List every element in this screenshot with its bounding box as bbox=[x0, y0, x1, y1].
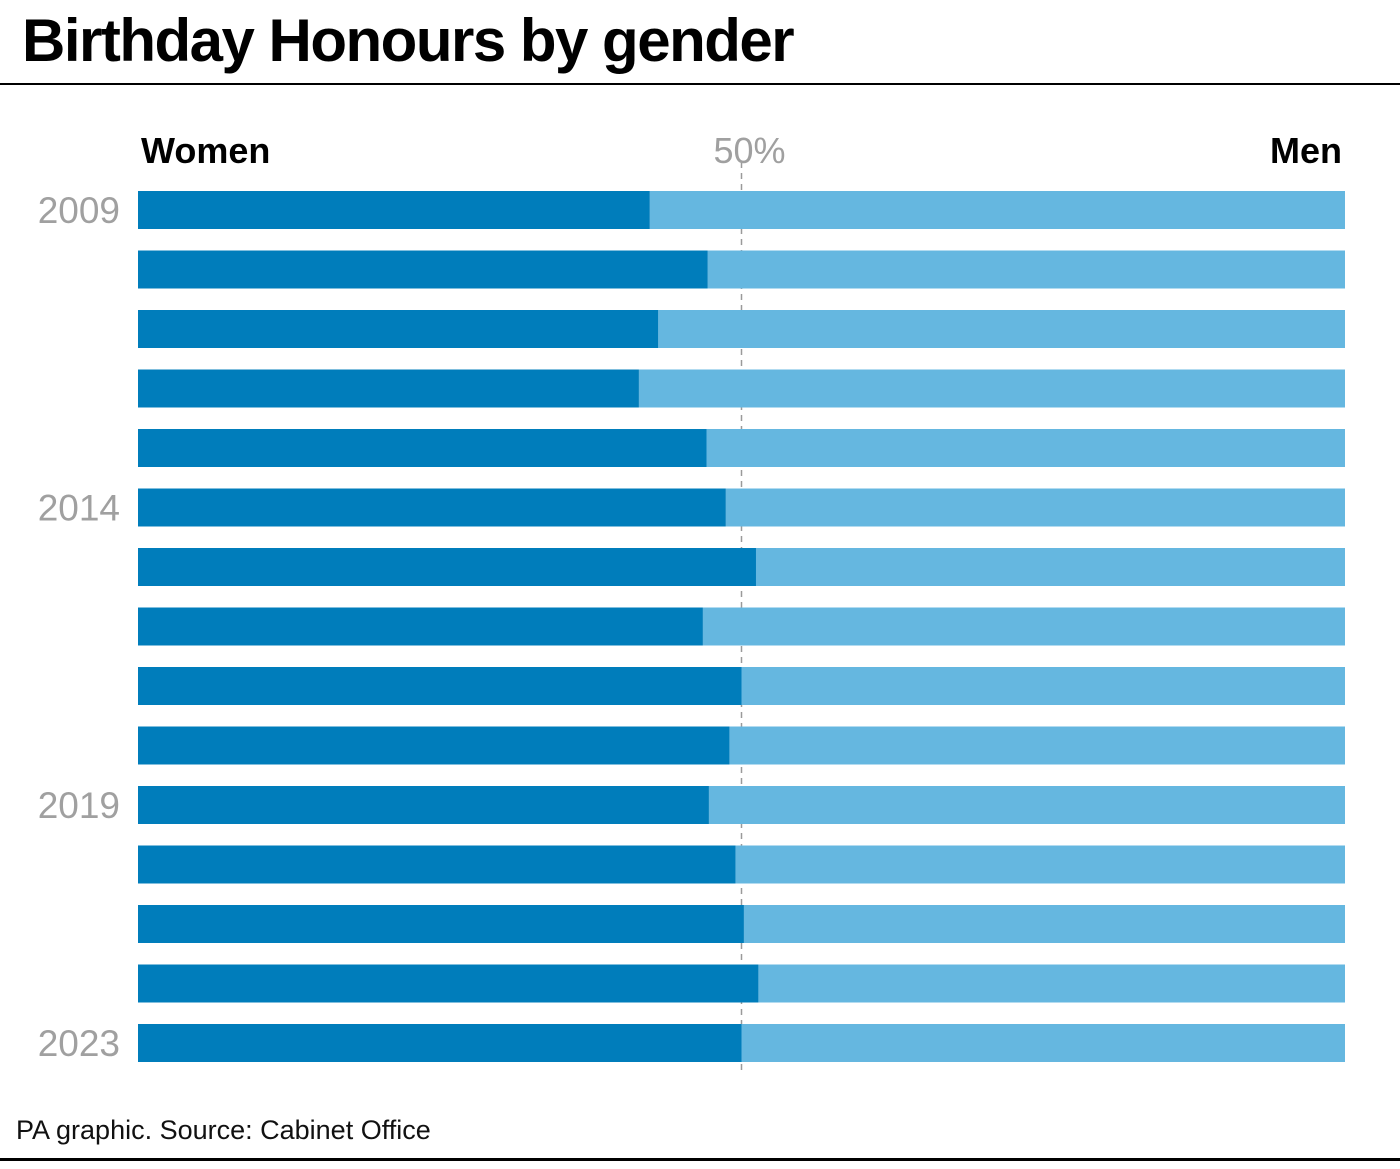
bar-men-2018 bbox=[729, 726, 1345, 765]
year-tick-2014: 2014 bbox=[38, 488, 120, 529]
chart-title: Birthday Honours by gender bbox=[22, 7, 795, 74]
bar-women-2020 bbox=[138, 845, 736, 884]
footer-rule bbox=[0, 1158, 1400, 1161]
year-tick-2019: 2019 bbox=[38, 785, 120, 826]
bar-women-2019 bbox=[138, 786, 709, 824]
bar-men-2019 bbox=[708, 786, 1345, 824]
fifty-percent-label: 50% bbox=[713, 130, 785, 171]
bar-women-2017 bbox=[138, 667, 742, 705]
men-label: Men bbox=[1270, 130, 1342, 171]
bar-men-2023 bbox=[741, 1024, 1345, 1062]
bar-women-2010 bbox=[138, 250, 708, 289]
bar-women-2022 bbox=[138, 964, 759, 1003]
bar-men-2012 bbox=[638, 369, 1345, 408]
bar-men-2010 bbox=[707, 250, 1345, 289]
bar-men-2014 bbox=[725, 488, 1345, 527]
bar-women-2014 bbox=[138, 488, 726, 527]
bar-men-2021 bbox=[743, 905, 1345, 943]
bar-men-2017 bbox=[741, 667, 1345, 705]
title-rule bbox=[0, 83, 1400, 85]
bar-men-2015 bbox=[755, 548, 1345, 586]
bar-women-2016 bbox=[138, 607, 703, 646]
bar-women-2013 bbox=[138, 429, 707, 467]
year-tick-labels: 2009 2014 2019 2023 bbox=[38, 190, 120, 1064]
bar-men-2022 bbox=[758, 964, 1345, 1003]
bar-women-2015 bbox=[138, 548, 756, 586]
women-label: Women bbox=[141, 130, 270, 171]
source-note: PA graphic. Source: Cabinet Office bbox=[16, 1115, 431, 1145]
bar-men-2020 bbox=[735, 845, 1345, 884]
bar-women-2018 bbox=[138, 726, 730, 765]
bar-women-2009 bbox=[138, 191, 650, 229]
year-tick-2009: 2009 bbox=[38, 190, 120, 231]
bars-group bbox=[138, 191, 1345, 1062]
bar-men-2009 bbox=[649, 191, 1345, 229]
bar-women-2023 bbox=[138, 1024, 742, 1062]
bar-men-2016 bbox=[702, 607, 1345, 646]
bar-men-2013 bbox=[706, 429, 1345, 467]
bar-women-2012 bbox=[138, 369, 639, 408]
bar-women-2021 bbox=[138, 905, 744, 943]
bar-men-2011 bbox=[658, 310, 1345, 348]
bar-women-2011 bbox=[138, 310, 659, 348]
year-tick-2023: 2023 bbox=[38, 1023, 120, 1064]
